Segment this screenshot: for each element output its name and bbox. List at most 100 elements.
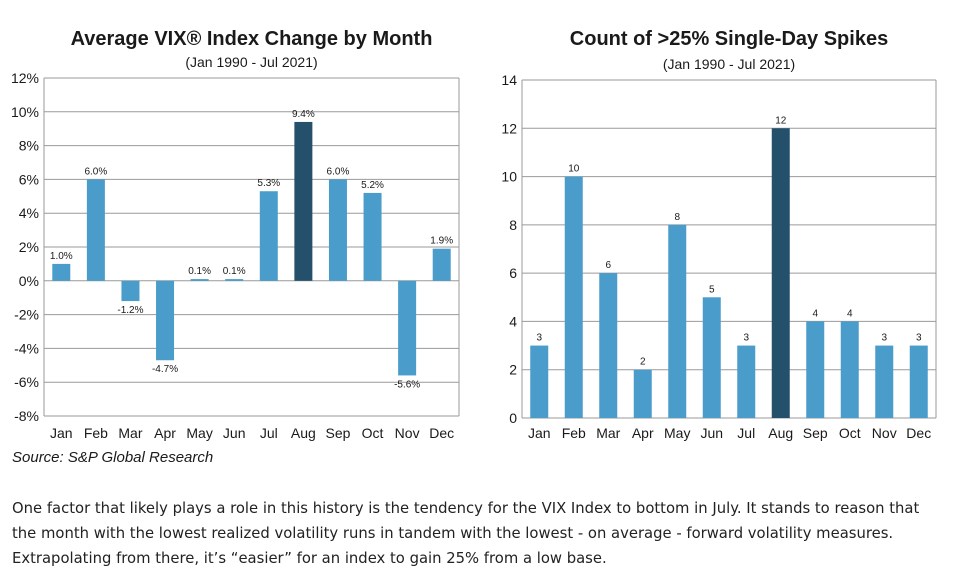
bar-dec — [909, 345, 928, 418]
bar-feb — [86, 179, 105, 281]
y-tick-label: 12 — [501, 120, 517, 136]
x-tick-label: Sep — [325, 425, 350, 441]
y-tick-label: 2% — [19, 239, 39, 255]
y-tick-label: 10% — [11, 104, 39, 120]
source-note: Source: S&P Global Research — [12, 449, 214, 466]
data-label: 4 — [847, 308, 853, 319]
x-tick-label: Sep — [803, 425, 828, 441]
vix-change-chart-svg: Average VIX® Index Change by Month (Jan 1… — [11, 28, 460, 441]
bar-jan — [530, 345, 549, 418]
x-tick-label: Dec — [429, 425, 454, 441]
bar-dec — [432, 248, 451, 281]
data-label: 5 — [709, 284, 715, 295]
y-tick-label: 8 — [509, 217, 517, 233]
data-label: 3 — [881, 333, 887, 344]
bar-oct — [363, 192, 382, 281]
bar-sep — [328, 179, 347, 281]
x-tick-label: Jul — [260, 425, 278, 441]
data-label: 0.1% — [223, 266, 246, 277]
x-tick-label: Oct — [839, 425, 861, 441]
bar-sep — [806, 321, 825, 418]
x-tick-label: May — [186, 425, 212, 441]
data-label: 9.4% — [292, 109, 315, 120]
data-label: 1.9% — [430, 236, 453, 247]
bar-jul — [737, 345, 756, 418]
x-tick-label: Nov — [395, 425, 420, 441]
commentary-paragraph: One factor that likely plays a role in t… — [12, 500, 920, 567]
x-tick-label: Jun — [700, 425, 723, 441]
data-label: 0.1% — [188, 266, 211, 277]
x-tick-label: Nov — [872, 425, 897, 441]
y-tick-label: -6% — [14, 374, 39, 390]
x-tick-label: Jan — [50, 425, 73, 441]
x-tick-label: Feb — [562, 425, 586, 441]
bar-jun — [225, 279, 244, 281]
data-label: 1.0% — [50, 251, 73, 262]
chart-title: Count of >25% Single-Day Spikes — [570, 28, 888, 50]
y-tick-label: -2% — [14, 307, 39, 323]
y-tick-label: 4 — [509, 313, 517, 329]
data-label: 6.0% — [327, 166, 350, 177]
bar-mar — [599, 273, 618, 418]
data-label: 3 — [916, 333, 922, 344]
y-tick-label: -8% — [14, 408, 39, 424]
bar-mar — [121, 280, 140, 302]
data-label: -4.7% — [152, 364, 178, 375]
bar-apr — [633, 369, 652, 418]
x-tick-label: Jul — [737, 425, 755, 441]
bar-feb — [564, 176, 583, 418]
data-label: 3 — [536, 333, 542, 344]
x-tick-label: Jun — [223, 425, 246, 441]
bar-jul — [259, 191, 278, 281]
x-tick-label: Feb — [84, 425, 108, 441]
data-label: 12 — [775, 115, 787, 126]
data-label: 6 — [605, 260, 611, 271]
data-label: 6.0% — [84, 166, 107, 177]
data-label: 8 — [674, 212, 680, 223]
x-tick-label: Jan — [528, 425, 551, 441]
bar-may — [190, 279, 209, 281]
y-tick-label: 6% — [19, 171, 39, 187]
data-label: 3 — [743, 333, 749, 344]
y-tick-label: 14 — [501, 72, 517, 88]
spike-count-chart: Count of >25% Single-Day Spikes (Jan 1990… — [477, 0, 954, 450]
data-label: 5.3% — [257, 178, 280, 189]
bar-oct — [840, 321, 859, 418]
spike-count-chart-svg: Count of >25% Single-Day Spikes (Jan 1990… — [501, 28, 937, 441]
y-tick-label: 2 — [509, 362, 517, 378]
chart-subtitle: (Jan 1990 - Jul 2021) — [663, 56, 795, 72]
data-label: 2 — [640, 357, 646, 368]
bar-jun — [702, 297, 721, 418]
bar-aug — [771, 128, 790, 419]
y-tick-label: 8% — [19, 138, 39, 154]
bar-aug — [294, 121, 313, 281]
y-tick-label: 0% — [19, 273, 39, 289]
x-tick-label: Mar — [596, 425, 620, 441]
data-label: 10 — [568, 164, 580, 175]
data-label: -1.2% — [117, 305, 143, 316]
y-tick-label: 0 — [509, 410, 517, 426]
data-label: -5.6% — [394, 379, 420, 390]
data-label: 4 — [812, 308, 818, 319]
chart-subtitle: (Jan 1990 - Jul 2021) — [185, 54, 317, 70]
x-tick-label: Aug — [768, 425, 793, 441]
data-label: 5.2% — [361, 180, 384, 191]
x-tick-label: Dec — [906, 425, 931, 441]
y-tick-label: 12% — [11, 70, 39, 86]
x-tick-label: Oct — [362, 425, 384, 441]
chart-title: Average VIX® Index Change by Month — [71, 28, 433, 50]
x-tick-label: May — [664, 425, 690, 441]
bar-nov — [875, 345, 894, 418]
y-tick-label: 6 — [509, 265, 517, 281]
x-tick-label: Mar — [118, 425, 142, 441]
vix-change-chart: Average VIX® Index Change by Month (Jan 1… — [0, 0, 477, 450]
y-tick-label: 10 — [501, 169, 517, 185]
x-tick-label: Aug — [291, 425, 316, 441]
bar-nov — [398, 280, 417, 376]
x-tick-label: Apr — [154, 425, 176, 441]
bar-may — [668, 224, 687, 418]
x-tick-label: Apr — [632, 425, 654, 441]
y-tick-label: -4% — [14, 340, 39, 356]
bar-apr — [156, 280, 175, 361]
bar-jan — [52, 263, 71, 281]
